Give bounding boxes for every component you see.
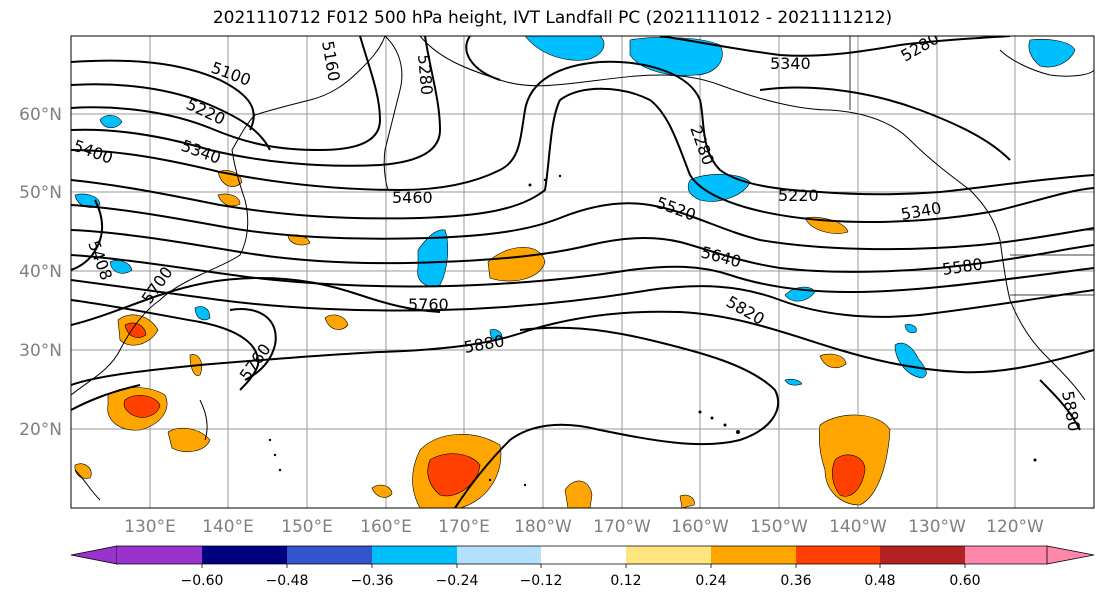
lon-label: 130°W [908,517,966,537]
lat-label: 60°N [19,105,62,125]
contour-label: 5220 [778,186,819,205]
lon-label: 150°E [281,517,333,537]
colorbar-tick-label: 0.36 [780,573,811,589]
colorbar-tick-label: 0.24 [695,573,726,589]
colorbar-tick-label: 0.12 [610,573,641,589]
lon-label: 120°W [986,517,1044,537]
island-dots [268,174,1037,487]
colorbar-extend-low [70,545,118,565]
lat-label: 20°N [19,420,62,440]
lon-label: 140°E [202,517,254,537]
lon-label: 170°E [438,517,490,537]
height-contours [71,36,1094,508]
colorbar-segment [880,546,965,564]
contour-label: 5460 [392,188,433,207]
longitude-labels: 130°E 140°E 150°E 160°E 170°E 180°W 170°… [124,517,1044,537]
colorbar-segment [117,546,202,564]
map-title: 2021110712 F012 500 hPa height, IVT Land… [212,8,893,28]
colorbar-segment [711,546,796,564]
colorbar-tick-label: 0.60 [949,573,980,589]
colorbar-segment [626,546,711,564]
colorbar-tick-label: 0.48 [864,573,895,589]
lon-label: 140°W [829,517,887,537]
ivt-positive-patches [74,170,891,508]
colorbar-segment [796,546,880,564]
ivt-negative-patches [74,36,1076,386]
colorbar-tick-label: −0.12 [520,573,563,589]
coastlines [71,36,1094,501]
lon-label: 180°W [514,517,572,537]
lon-label: 170°W [593,517,651,537]
colorbar-segment [541,546,626,564]
colorbar-tick-label: −0.36 [351,573,394,589]
lon-label: 160°W [671,517,729,537]
lon-label: 160°E [360,517,412,537]
colorbar-segment [202,546,287,564]
contour-label: 5760 [408,295,449,314]
colorbar-segment [372,546,457,564]
colorbar-ticks [201,564,966,568]
map-frame [70,35,1095,509]
colorbar-tick-label: −0.60 [181,573,224,589]
lat-label: 30°N [19,341,62,361]
colorbar-segment [287,546,372,564]
colorbar-segment [965,546,1047,564]
lat-label: 40°N [19,262,62,282]
contour-label: 5340 [770,54,811,73]
contour-label: 5280 [414,54,436,96]
colorbar-extend-high [1046,545,1095,565]
colorbar-segment [457,546,541,564]
lon-label: 150°W [750,517,808,537]
lon-label: 130°E [124,517,176,537]
latitude-labels: 60°N 50°N 40°N 30°N 20°N [19,105,62,440]
colorbar: −0.60 −0.48 −0.36 −0.24 −0.12 0.12 0.24 … [70,545,1095,589]
lat-label: 50°N [19,183,62,203]
colorbar-tick-label: −0.24 [436,573,479,589]
colorbar-tick-label: −0.48 [266,573,309,589]
map-background [71,36,1094,508]
